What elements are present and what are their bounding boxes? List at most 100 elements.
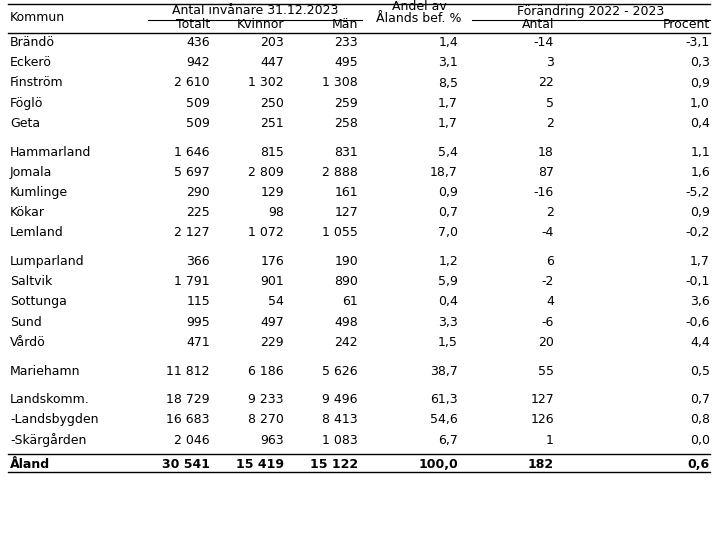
Text: 6 186: 6 186 [248, 365, 284, 377]
Text: 15 419: 15 419 [236, 458, 284, 471]
Text: 3,1: 3,1 [438, 57, 458, 69]
Text: 61: 61 [342, 296, 358, 309]
Text: 436: 436 [187, 36, 210, 49]
Text: 129: 129 [261, 186, 284, 199]
Text: 250: 250 [260, 97, 284, 110]
Text: Lemland: Lemland [10, 226, 64, 239]
Text: 0,9: 0,9 [690, 206, 710, 219]
Text: 1,7: 1,7 [438, 97, 458, 110]
Text: 6: 6 [546, 255, 554, 268]
Text: 229: 229 [261, 336, 284, 349]
Text: Landskomm.: Landskomm. [10, 393, 90, 406]
Text: 3,3: 3,3 [438, 316, 458, 329]
Text: 5 626: 5 626 [322, 365, 358, 377]
Text: 15 122: 15 122 [310, 458, 358, 471]
Text: 233: 233 [335, 36, 358, 49]
Text: -0,6: -0,6 [686, 316, 710, 329]
Text: 471: 471 [186, 336, 210, 349]
Text: 54: 54 [268, 296, 284, 309]
Text: 18,7: 18,7 [430, 166, 458, 179]
Text: 8 413: 8 413 [322, 413, 358, 426]
Text: 0,9: 0,9 [438, 186, 458, 199]
Text: 115: 115 [186, 296, 210, 309]
Text: 1,5: 1,5 [438, 336, 458, 349]
Text: Sund: Sund [10, 316, 42, 329]
Text: 30 541: 30 541 [162, 458, 210, 471]
Text: 0,9: 0,9 [690, 77, 710, 90]
Text: 182: 182 [528, 458, 554, 471]
Text: 815: 815 [260, 146, 284, 158]
Text: 5: 5 [546, 97, 554, 110]
Text: Hammarland: Hammarland [10, 146, 91, 158]
Text: Antal invånare 31.12.2023: Antal invånare 31.12.2023 [172, 4, 338, 17]
Text: 61,3: 61,3 [430, 393, 458, 406]
Text: 1,2: 1,2 [438, 255, 458, 268]
Text: 5,9: 5,9 [438, 276, 458, 288]
Text: Saltvik: Saltvik [10, 276, 52, 288]
Text: Finström: Finström [10, 77, 64, 90]
Text: 2 127: 2 127 [174, 226, 210, 239]
Text: 0,0: 0,0 [690, 433, 710, 447]
Text: Brändö: Brändö [10, 36, 55, 49]
Text: -Skärgården: -Skärgården [10, 433, 86, 447]
Text: 9 496: 9 496 [322, 393, 358, 406]
Text: 2: 2 [546, 117, 554, 130]
Text: 225: 225 [186, 206, 210, 219]
Text: 16 683: 16 683 [167, 413, 210, 426]
Text: 6,7: 6,7 [438, 433, 458, 447]
Text: 495: 495 [335, 57, 358, 69]
Text: 1 055: 1 055 [322, 226, 358, 239]
Text: 242: 242 [335, 336, 358, 349]
Text: 1,6: 1,6 [690, 166, 710, 179]
Text: -3,1: -3,1 [686, 36, 710, 49]
Text: 8,5: 8,5 [438, 77, 458, 90]
Text: Ålands bef. %: Ålands bef. % [376, 12, 462, 25]
Text: 1,0: 1,0 [690, 97, 710, 110]
Text: -0,2: -0,2 [686, 226, 710, 239]
Text: Åland: Åland [10, 458, 50, 471]
Text: -5,2: -5,2 [686, 186, 710, 199]
Text: 901: 901 [260, 276, 284, 288]
Text: 2 610: 2 610 [174, 77, 210, 90]
Text: 3: 3 [546, 57, 554, 69]
Text: 831: 831 [335, 146, 358, 158]
Text: 0,6: 0,6 [688, 458, 710, 471]
Text: -0,1: -0,1 [686, 276, 710, 288]
Text: Föglö: Föglö [10, 97, 43, 110]
Text: 509: 509 [186, 97, 210, 110]
Text: Antal: Antal [521, 18, 554, 31]
Text: 2 046: 2 046 [174, 433, 210, 447]
Text: 4,4: 4,4 [690, 336, 710, 349]
Text: 498: 498 [335, 316, 358, 329]
Text: 1 308: 1 308 [322, 77, 358, 90]
Text: 497: 497 [260, 316, 284, 329]
Text: 55: 55 [538, 365, 554, 377]
Text: 1 302: 1 302 [248, 77, 284, 90]
Text: -16: -16 [533, 186, 554, 199]
Text: 18 729: 18 729 [167, 393, 210, 406]
Text: Kumlinge: Kumlinge [10, 186, 68, 199]
Text: 1,4: 1,4 [438, 36, 458, 49]
Text: 0,7: 0,7 [690, 393, 710, 406]
Text: 251: 251 [260, 117, 284, 130]
Text: Sottunga: Sottunga [10, 296, 67, 309]
Text: 1 646: 1 646 [174, 146, 210, 158]
Text: 126: 126 [531, 413, 554, 426]
Text: 7,0: 7,0 [438, 226, 458, 239]
Text: Förändring 2022 - 2023: Förändring 2022 - 2023 [518, 4, 665, 17]
Text: 1,7: 1,7 [690, 255, 710, 268]
Text: 942: 942 [187, 57, 210, 69]
Text: 1: 1 [546, 433, 554, 447]
Text: Jomala: Jomala [10, 166, 52, 179]
Text: 190: 190 [335, 255, 358, 268]
Text: Procent: Procent [663, 18, 710, 31]
Text: 176: 176 [260, 255, 284, 268]
Text: 366: 366 [187, 255, 210, 268]
Text: 2 888: 2 888 [322, 166, 358, 179]
Text: 1 072: 1 072 [248, 226, 284, 239]
Text: Eckerö: Eckerö [10, 57, 52, 69]
Text: 259: 259 [335, 97, 358, 110]
Text: 995: 995 [186, 316, 210, 329]
Text: 0,4: 0,4 [690, 117, 710, 130]
Text: Totalt: Totalt [176, 18, 210, 31]
